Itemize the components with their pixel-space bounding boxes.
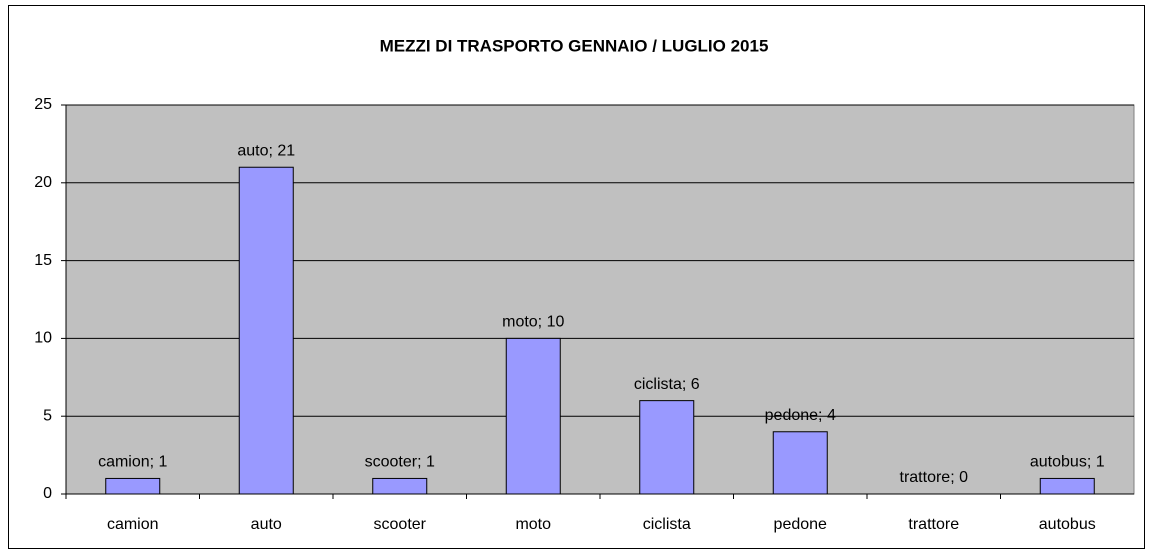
x-tick-label: trattore <box>908 516 959 533</box>
y-tick-label: 15 <box>34 252 52 269</box>
x-tick-label: pedone <box>774 516 827 533</box>
bar <box>1039 477 1095 495</box>
y-tick-label: 0 <box>43 485 52 502</box>
x-tick-label: auto <box>251 516 282 533</box>
data-label: auto; 21 <box>237 142 295 159</box>
x-tick-label: ciclista <box>643 516 691 533</box>
data-label: scooter; 1 <box>365 454 435 471</box>
data-label: ciclista; 6 <box>634 376 700 393</box>
bar <box>639 400 695 495</box>
data-label: moto; 10 <box>502 314 564 331</box>
y-tick-label: 20 <box>34 174 52 191</box>
bar <box>105 477 161 495</box>
bar <box>772 431 828 495</box>
chart-title: MEZZI DI TRASPORTO GENNAIO / LUGLIO 2015 <box>380 36 769 55</box>
y-tick-label: 5 <box>43 407 52 424</box>
data-label: autobus; 1 <box>1030 454 1105 471</box>
x-tick-label: moto <box>515 516 551 533</box>
bar <box>238 166 294 495</box>
data-label: pedone; 4 <box>765 407 836 424</box>
x-tick-label: camion <box>107 516 159 533</box>
x-tick-label: scooter <box>374 516 427 533</box>
bar <box>505 337 561 495</box>
plot-area <box>65 104 1135 495</box>
y-tick-label: 10 <box>34 330 52 347</box>
x-tick-label: autobus <box>1039 516 1096 533</box>
data-label: camion; 1 <box>98 454 167 471</box>
y-tick-label: 25 <box>34 96 52 113</box>
data-label: trattore; 0 <box>900 469 969 486</box>
bar <box>372 477 428 495</box>
